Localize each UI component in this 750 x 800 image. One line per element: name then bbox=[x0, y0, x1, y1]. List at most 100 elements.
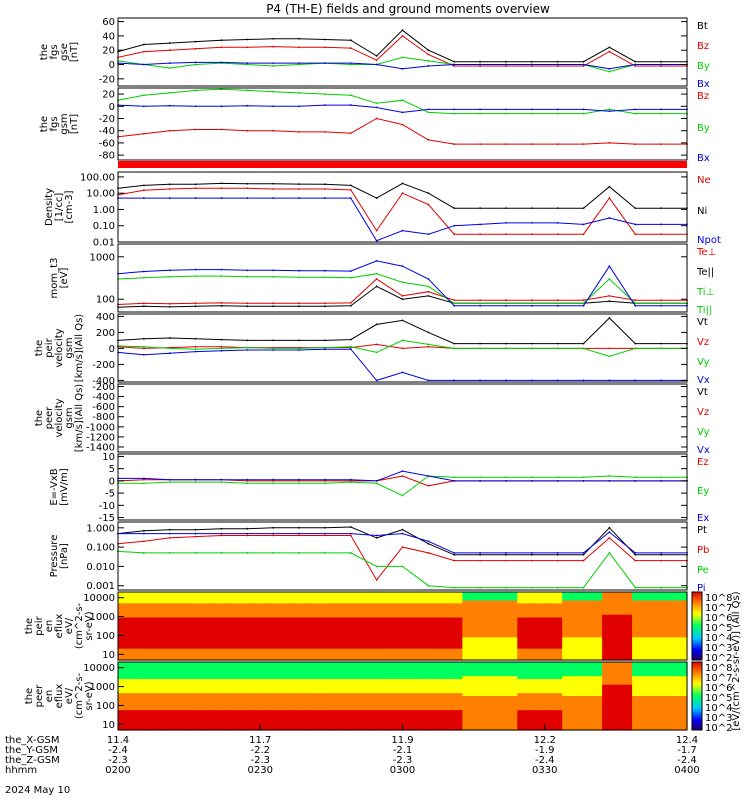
heat-cell-peir-0-18 bbox=[118, 643, 124, 647]
heat-cell-peer-35-7 bbox=[292, 681, 299, 686]
point-efield-Ex-9 bbox=[349, 478, 352, 481]
heat-cell-peer-25-21 bbox=[242, 721, 249, 725]
heat-cell-peir-70-10 bbox=[467, 620, 473, 624]
heat-cell-peer-20-3 bbox=[217, 670, 224, 674]
heat-cell-peir-60-13 bbox=[417, 628, 424, 633]
point-temperature-Ti⊥-13 bbox=[453, 302, 456, 305]
heat-cell-peir-16-22 bbox=[197, 654, 204, 658]
heat-cell-peir-72-3 bbox=[477, 600, 483, 604]
point-density-Ne-20 bbox=[634, 233, 637, 236]
heat-cell-peir-93-14 bbox=[582, 631, 588, 636]
heat-cell-peir-52-6 bbox=[377, 609, 384, 613]
point-pressure-Pb-12 bbox=[427, 552, 430, 554]
point-fgs_gse-Bt-18 bbox=[582, 60, 585, 63]
heat-cell-peir-33-17 bbox=[282, 640, 289, 644]
heat-cell-peir-99-16 bbox=[612, 637, 618, 641]
heat-cell-peer-5-18 bbox=[142, 713, 149, 717]
point-efield-Ey-13 bbox=[453, 476, 456, 479]
heat-cell-peir-48-0 bbox=[357, 592, 364, 596]
heat-cell-peir-55-6 bbox=[392, 609, 399, 613]
heat-cell-peir-57-12 bbox=[402, 626, 409, 630]
heat-cell-peer-25-15 bbox=[242, 704, 249, 708]
heat-cell-peir-37-11 bbox=[302, 623, 309, 627]
heat-cell-peir-47-19 bbox=[352, 645, 359, 650]
heat-cell-peir-98-19 bbox=[607, 645, 613, 650]
heat-cell-peir-111-1 bbox=[672, 594, 678, 599]
heat-cell-peer-13-10 bbox=[182, 690, 189, 694]
heat-cell-peir-55-0 bbox=[392, 592, 399, 596]
heat-cell-peer-21-18 bbox=[222, 713, 229, 717]
heat-cell-peer-22-2 bbox=[227, 667, 234, 672]
heat-cell-peir-38-4 bbox=[307, 603, 314, 607]
heat-cell-peer-9-0 bbox=[162, 662, 169, 666]
point-density-Ne-4 bbox=[220, 187, 223, 190]
heat-cell-peer-11-22 bbox=[172, 724, 179, 728]
heat-cell-peer-20-19 bbox=[217, 715, 224, 720]
ytick-fgs_gse-3: 0 bbox=[109, 60, 115, 71]
heat-cell-peir-84-23 bbox=[537, 657, 543, 661]
heat-cell-peer-29-2 bbox=[262, 667, 269, 672]
ylabel-efield-0: E=-VxB bbox=[49, 468, 60, 505]
heat-cell-peir-56-10 bbox=[397, 620, 404, 624]
heat-cell-peir-88-12 bbox=[557, 626, 563, 630]
heat-cell-peir-6-7 bbox=[147, 611, 154, 616]
heat-cell-peir-55-18 bbox=[392, 643, 399, 647]
heat-cell-peir-47-11 bbox=[352, 623, 359, 627]
heat-cell-peir-47-8 bbox=[352, 614, 359, 619]
heat-cell-peir-1-5 bbox=[122, 606, 129, 610]
heat-cell-peer-53-18 bbox=[382, 713, 389, 717]
heat-cell-peir-88-6 bbox=[557, 609, 563, 613]
heat-cell-peer-0-1 bbox=[118, 664, 124, 669]
heat-cell-peir-85-15 bbox=[542, 634, 548, 638]
heat-cell-peir-113-16 bbox=[682, 637, 688, 641]
heat-cell-peer-8-7 bbox=[157, 681, 164, 686]
heat-cell-peir-10-8 bbox=[167, 614, 174, 619]
legend-velocity_peer-Vt: Vt bbox=[697, 387, 708, 398]
heat-cell-peer-55-5 bbox=[392, 676, 399, 680]
heat-cell-peir-75-22 bbox=[492, 654, 498, 658]
heat-cell-peer-4-18 bbox=[137, 713, 144, 717]
heat-cell-peir-13-17 bbox=[182, 640, 189, 644]
heat-cell-peir-63-3 bbox=[432, 600, 439, 604]
heat-cell-peer-53-16 bbox=[382, 707, 389, 711]
heat-cell-peir-6-16 bbox=[147, 637, 154, 641]
heat-cell-peer-6-9 bbox=[147, 687, 154, 691]
heat-cell-peir-77-7 bbox=[502, 611, 508, 616]
heat-cell-peir-91-19 bbox=[572, 645, 578, 650]
heat-cell-peir-95-6 bbox=[592, 609, 598, 613]
legend-efield-Ez: Ez bbox=[697, 457, 709, 468]
heat-cell-peer-18-22 bbox=[207, 724, 214, 728]
heat-cell-peir-13-9 bbox=[182, 617, 189, 621]
point-density-Ne-6 bbox=[272, 188, 275, 190]
ytick-density-2: 1.00 bbox=[93, 205, 115, 216]
heat-cell-peir-25-12 bbox=[242, 626, 249, 630]
ylabel-pressure-1: [nPa] bbox=[59, 543, 70, 569]
heat-cell-peir-96-5 bbox=[597, 606, 603, 610]
point-fgs_gsm-Bz-15 bbox=[505, 143, 507, 146]
heat-cell-peir-64-23 bbox=[437, 657, 444, 661]
heat-cell-peir-109-20 bbox=[662, 648, 668, 653]
heat-cell-peir-9-14 bbox=[162, 631, 169, 636]
heat-cell-peir-56-14 bbox=[397, 631, 404, 636]
heat-cell-peir-96-17 bbox=[597, 640, 603, 644]
heat-cell-peir-79-12 bbox=[512, 626, 518, 630]
point-temperature-Ti⊥-8 bbox=[324, 276, 326, 279]
heat-cell-peer-26-4 bbox=[247, 673, 254, 677]
heat-cell-peir-111-10 bbox=[672, 620, 678, 624]
heat-cell-peir-0-5 bbox=[118, 606, 124, 610]
heat-cell-peir-45-15 bbox=[342, 634, 349, 638]
heat-cell-peir-30-21 bbox=[267, 651, 274, 655]
heat-cell-peir-81-8 bbox=[522, 614, 528, 619]
heat-cell-peir-1-10 bbox=[122, 620, 129, 624]
point-velocity_peir-Vy-20 bbox=[634, 347, 637, 350]
heat-cell-peir-2-2 bbox=[127, 597, 134, 602]
heat-cell-peer-52-16 bbox=[377, 707, 384, 711]
heat-cell-peer-37-3 bbox=[302, 670, 309, 674]
heat-cell-peir-24-10 bbox=[237, 620, 244, 624]
heat-cell-peer-57-15 bbox=[402, 704, 409, 708]
point-density-Ne-11 bbox=[401, 192, 404, 195]
heat-cell-peir-75-9 bbox=[492, 617, 498, 621]
heat-cell-peir-101-6 bbox=[622, 609, 628, 613]
heat-cell-peir-68-17 bbox=[457, 640, 463, 644]
heat-cell-peer-57-19 bbox=[402, 715, 409, 720]
